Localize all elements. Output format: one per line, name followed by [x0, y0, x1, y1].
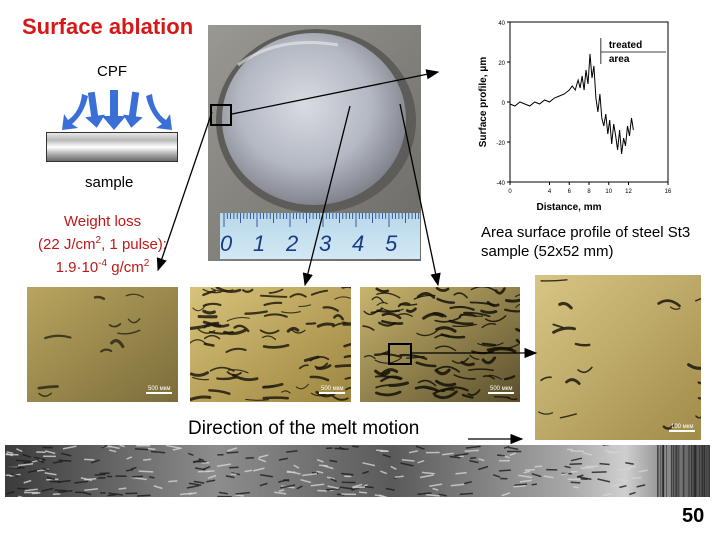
page-title: Surface ablation — [22, 14, 194, 39]
arrow-down-icon — [102, 90, 126, 130]
x-tick-label: 12 — [625, 189, 632, 195]
plasma-arrows — [62, 90, 172, 130]
ruler-number: 3 — [319, 231, 332, 256]
arrow-down-icon — [122, 91, 143, 128]
y-axis-label: Surface profile, μm — [478, 57, 489, 148]
micrograph-1: 500 мкм — [27, 287, 178, 402]
x-tick-label: 4 — [548, 189, 552, 195]
y-tick-label: -20 — [496, 141, 505, 147]
weight-loss-line3: 1.9·10-4 g/cm2 — [55, 258, 150, 276]
scale-bar-label: 500 мкм — [321, 386, 344, 392]
x-tick-label: 8 — [587, 189, 591, 195]
scale-bar-label: 100 мкм — [671, 424, 694, 430]
arrow-down-icon — [85, 91, 106, 128]
melt-motion-strip — [5, 445, 710, 497]
x-tick-label: 0 — [508, 189, 512, 195]
micrograph-3: 500 мкм — [360, 287, 520, 402]
chart-frame — [509, 21, 669, 183]
y-tick-label: 0 — [502, 101, 506, 107]
ruler-number: 5 — [385, 231, 398, 256]
annotation-area: area — [609, 54, 630, 65]
x-tick-label: 16 — [665, 189, 672, 195]
ruler-number: 1 — [253, 231, 265, 256]
y-tick-label: -40 — [496, 181, 505, 187]
ruler-number: 4 — [352, 231, 364, 256]
x-axis-label: Distance, mm — [536, 202, 601, 213]
page-number: 50 — [682, 505, 705, 527]
zoom-selection-box — [388, 343, 412, 365]
ruler-number: 0 — [220, 231, 233, 256]
cpf-label: CPF — [97, 63, 127, 80]
ruler-number: 2 — [285, 231, 298, 256]
sample-plate — [46, 132, 178, 162]
scale-bar-label: 500 мкм — [148, 386, 171, 392]
selection-box — [210, 104, 232, 126]
y-tick-label: 40 — [498, 21, 505, 27]
arrow-curved-left-icon — [62, 94, 88, 130]
weight-loss-text: Weight loss (22 J/cm2, 1 pulse): 1.9·10-… — [20, 212, 185, 277]
area-caption: Area surface profile of steel St3 sample… — [481, 224, 691, 260]
x-tick-label: 10 — [605, 189, 612, 195]
sample-label: sample — [85, 174, 134, 191]
x-tick-label: 6 — [568, 189, 572, 195]
y-tick-label: 20 — [498, 61, 505, 67]
profile-line — [509, 53, 634, 155]
annotation-treated: treated — [609, 40, 642, 51]
arrow-curved-right-icon — [146, 94, 172, 130]
scale-bar-label: 500 мкм — [490, 386, 513, 392]
micrograph-2: 500 мкм — [190, 287, 351, 402]
micrograph-4-zoom: 100 мкм — [535, 275, 701, 440]
direction-caption: Direction of the melt motion — [188, 418, 420, 439]
weight-loss-line1: Weight loss — [63, 213, 142, 230]
weight-loss-line2: (22 J/cm2, 1 pulse): — [38, 235, 167, 253]
